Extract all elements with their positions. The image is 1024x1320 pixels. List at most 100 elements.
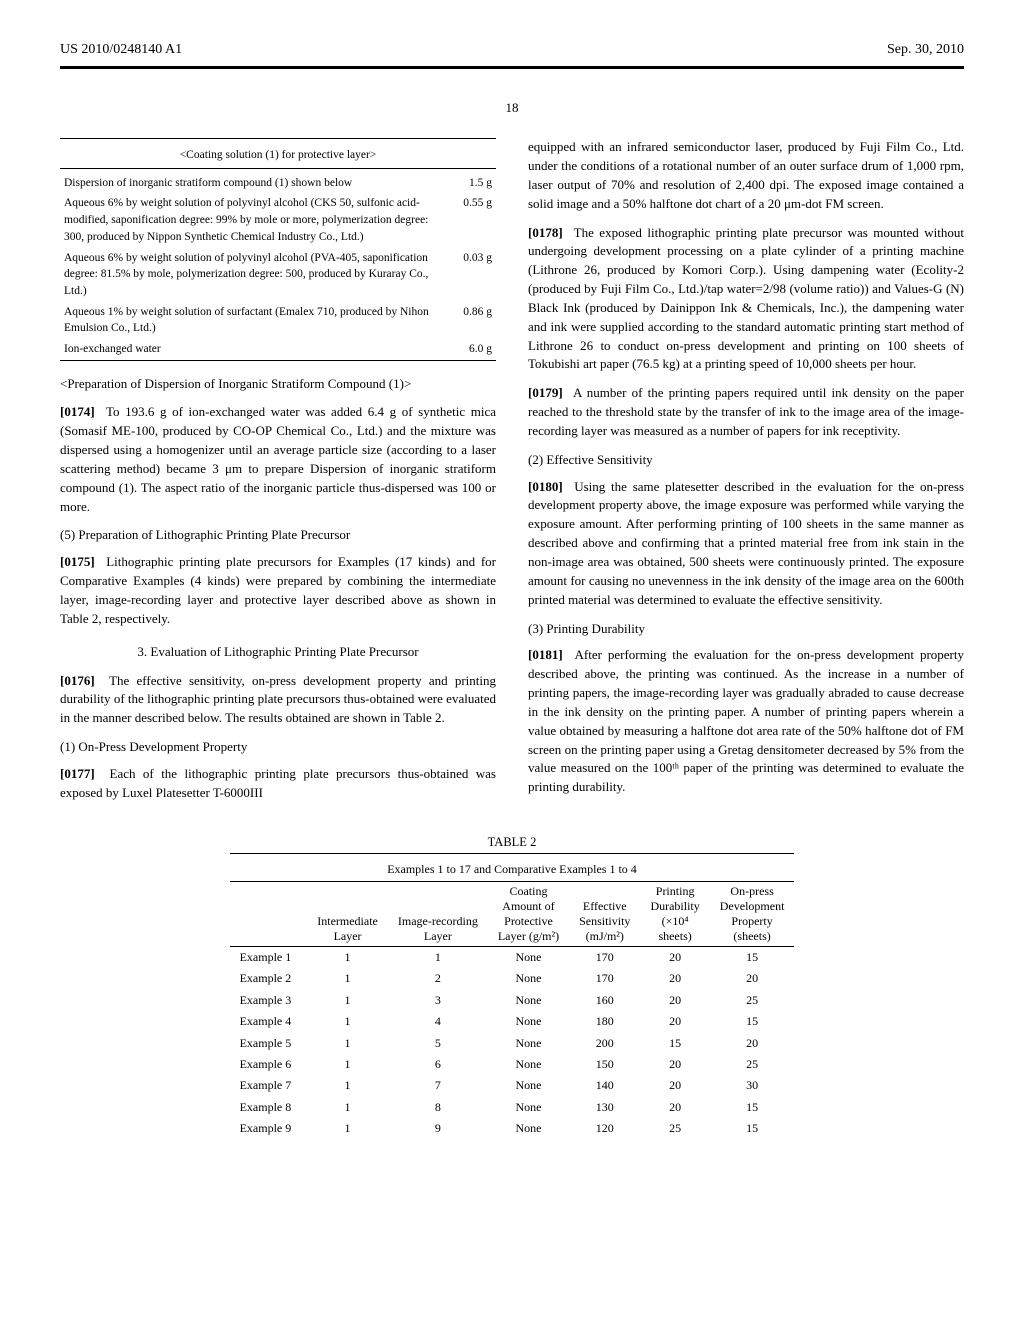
left-column: <Coating solution (1) for protective lay… <box>60 138 496 812</box>
col-header: EffectiveSensitivity(mJ/m²) <box>569 882 640 947</box>
para-number: [0175] <box>60 554 95 569</box>
cell: Example 4 <box>230 1011 308 1032</box>
table-row: Example 6 1 6 None 150 20 25 <box>230 1054 795 1075</box>
col-header: CoatingAmount ofProtectiveLayer (g/m²) <box>488 882 569 947</box>
paragraph-0176: [0176] The effective sensitivity, on-pre… <box>60 672 496 729</box>
para-text: The exposed lithographic printing plate … <box>528 225 964 372</box>
para-number: [0177] <box>60 766 95 781</box>
cell: 4 <box>388 1011 488 1032</box>
cell: None <box>488 1054 569 1075</box>
col-header: Image-recordingLayer <box>388 882 488 947</box>
cell: 15 <box>710 1097 795 1118</box>
two-column-body: <Coating solution (1) for protective lay… <box>60 138 964 812</box>
cell: 1 <box>307 990 388 1011</box>
cell: 20 <box>710 1033 795 1054</box>
cell: 20 <box>640 968 709 989</box>
cell: 1 <box>307 1075 388 1096</box>
header-rule <box>60 66 964 69</box>
cell: None <box>488 968 569 989</box>
coating-amount: 0.55 g <box>451 193 496 247</box>
cell: 170 <box>569 968 640 989</box>
paragraph-0180: [0180] Using the same platesetter descri… <box>528 478 964 610</box>
table-row: Example 1 1 1 None 170 20 15 <box>230 947 795 969</box>
section-3-heading: 3. Evaluation of Lithographic Printing P… <box>60 643 496 662</box>
coating-desc: Aqueous 6% by weight solution of polyvin… <box>60 248 451 302</box>
cell: Example 8 <box>230 1097 308 1118</box>
cell: Example 3 <box>230 990 308 1011</box>
cell: None <box>488 990 569 1011</box>
para-number: [0180] <box>528 479 563 494</box>
table-2-container: TABLE 2 Examples 1 to 17 and Comparative… <box>60 833 964 1140</box>
cell: 1 <box>307 947 388 969</box>
cell: Example 2 <box>230 968 308 989</box>
paragraph-0175: [0175] Lithographic printing plate precu… <box>60 553 496 628</box>
paragraph-0174: [0174] To 193.6 g of ion-exchanged water… <box>60 403 496 516</box>
cell: 1 <box>307 968 388 989</box>
table-row: Example 2 1 2 None 170 20 20 <box>230 968 795 989</box>
cell: 25 <box>640 1118 709 1139</box>
cell: 3 <box>388 990 488 1011</box>
table-2-header-row: IntermediateLayer Image-recordingLayer C… <box>230 882 795 947</box>
table-row: Example 9 1 9 None 120 25 15 <box>230 1118 795 1139</box>
cell: 1 <box>307 1097 388 1118</box>
para-text: Using the same platesetter described in … <box>528 479 964 607</box>
para-text: Each of the lithographic printing plate … <box>60 766 496 800</box>
table-row: Example 4 1 4 None 180 20 15 <box>230 1011 795 1032</box>
coating-amount: 0.03 g <box>451 248 496 302</box>
prep-heading: <Preparation of Dispersion of Inorganic … <box>60 375 496 394</box>
cell: None <box>488 1011 569 1032</box>
cell: 8 <box>388 1097 488 1118</box>
cell: 15 <box>640 1033 709 1054</box>
section-5-heading: (5) Preparation of Lithographic Printing… <box>60 526 496 545</box>
sub-3-heading: (3) Printing Durability <box>528 620 964 639</box>
cell: 1 <box>307 1118 388 1139</box>
cell: Example 5 <box>230 1033 308 1054</box>
table-row: Example 8 1 8 None 130 20 15 <box>230 1097 795 1118</box>
cell: 150 <box>569 1054 640 1075</box>
cell: Example 6 <box>230 1054 308 1075</box>
cell: 1 <box>307 1054 388 1075</box>
cell: 25 <box>710 990 795 1011</box>
cell: 1 <box>388 947 488 969</box>
table-row: Aqueous 6% by weight solution of polyvin… <box>60 248 496 302</box>
table-row: Example 7 1 7 None 140 20 30 <box>230 1075 795 1096</box>
cell: None <box>488 1075 569 1096</box>
cell: 180 <box>569 1011 640 1032</box>
cell: 1 <box>307 1033 388 1054</box>
sub-1-heading: (1) On-Press Development Property <box>60 738 496 757</box>
cell: 170 <box>569 947 640 969</box>
cell: 15 <box>710 947 795 969</box>
page-header: US 2010/0248140 A1 Sep. 30, 2010 <box>60 40 964 60</box>
cell: 30 <box>710 1075 795 1096</box>
coating-desc: Aqueous 6% by weight solution of polyvin… <box>60 193 451 247</box>
table-row: Aqueous 6% by weight solution of polyvin… <box>60 193 496 247</box>
cell: 9 <box>388 1118 488 1139</box>
cell: 20 <box>640 947 709 969</box>
cell: 20 <box>640 990 709 1011</box>
cell: 160 <box>569 990 640 1011</box>
para-text: Lithographic printing plate precursors f… <box>60 554 496 626</box>
cell: 140 <box>569 1075 640 1096</box>
sub-2-heading: (2) Effective Sensitivity <box>528 451 964 470</box>
table-row: Example 5 1 5 None 200 15 20 <box>230 1033 795 1054</box>
cell: 130 <box>569 1097 640 1118</box>
para-text: A number of the printing papers required… <box>528 385 964 438</box>
cell: 5 <box>388 1033 488 1054</box>
table-2-body: Example 1 1 1 None 170 20 15 Example 2 1… <box>230 947 795 1140</box>
cell: 6 <box>388 1054 488 1075</box>
para-number: [0179] <box>528 385 563 400</box>
cell: Example 7 <box>230 1075 308 1096</box>
cell: 1 <box>307 1011 388 1032</box>
col-header: IntermediateLayer <box>307 882 388 947</box>
para-number: [0176] <box>60 673 95 688</box>
cell: 25 <box>710 1054 795 1075</box>
cell: None <box>488 947 569 969</box>
coating-desc: Dispersion of inorganic stratiform compo… <box>60 173 451 194</box>
cell: 20 <box>710 968 795 989</box>
col-header <box>230 882 308 947</box>
paragraph-0177: [0177] Each of the lithographic printing… <box>60 765 496 803</box>
coating-table-title: <Coating solution (1) for protective lay… <box>60 143 496 168</box>
para-text: To 193.6 g of ion-exchanged water was ad… <box>60 404 496 513</box>
cell: None <box>488 1033 569 1054</box>
table-row: Example 3 1 3 None 160 20 25 <box>230 990 795 1011</box>
